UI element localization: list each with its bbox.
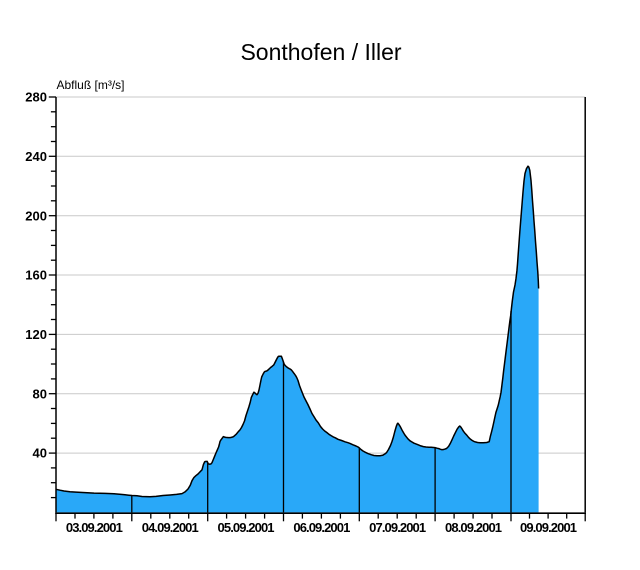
svg-text:07.09.2001: 07.09.2001 (369, 520, 426, 535)
svg-text:Sonthofen / Iller: Sonthofen / Iller (240, 39, 401, 65)
svg-text:160: 160 (25, 268, 47, 283)
svg-text:280: 280 (25, 90, 47, 105)
svg-text:08.09.2001: 08.09.2001 (445, 520, 502, 535)
svg-text:05.09.2001: 05.09.2001 (218, 520, 275, 535)
svg-text:200: 200 (25, 208, 47, 223)
svg-text:03.09.2001: 03.09.2001 (66, 520, 123, 535)
svg-text:120: 120 (25, 327, 47, 342)
svg-text:04.09.2001: 04.09.2001 (142, 520, 199, 535)
svg-text:06.09.2001: 06.09.2001 (293, 520, 350, 535)
svg-text:80: 80 (33, 386, 47, 401)
svg-text:09.09.2001: 09.09.2001 (520, 520, 577, 535)
svg-text:40: 40 (33, 446, 47, 461)
svg-text:Abfluß [m³/s]: Abfluß [m³/s] (57, 78, 125, 92)
svg-text:240: 240 (25, 149, 47, 164)
